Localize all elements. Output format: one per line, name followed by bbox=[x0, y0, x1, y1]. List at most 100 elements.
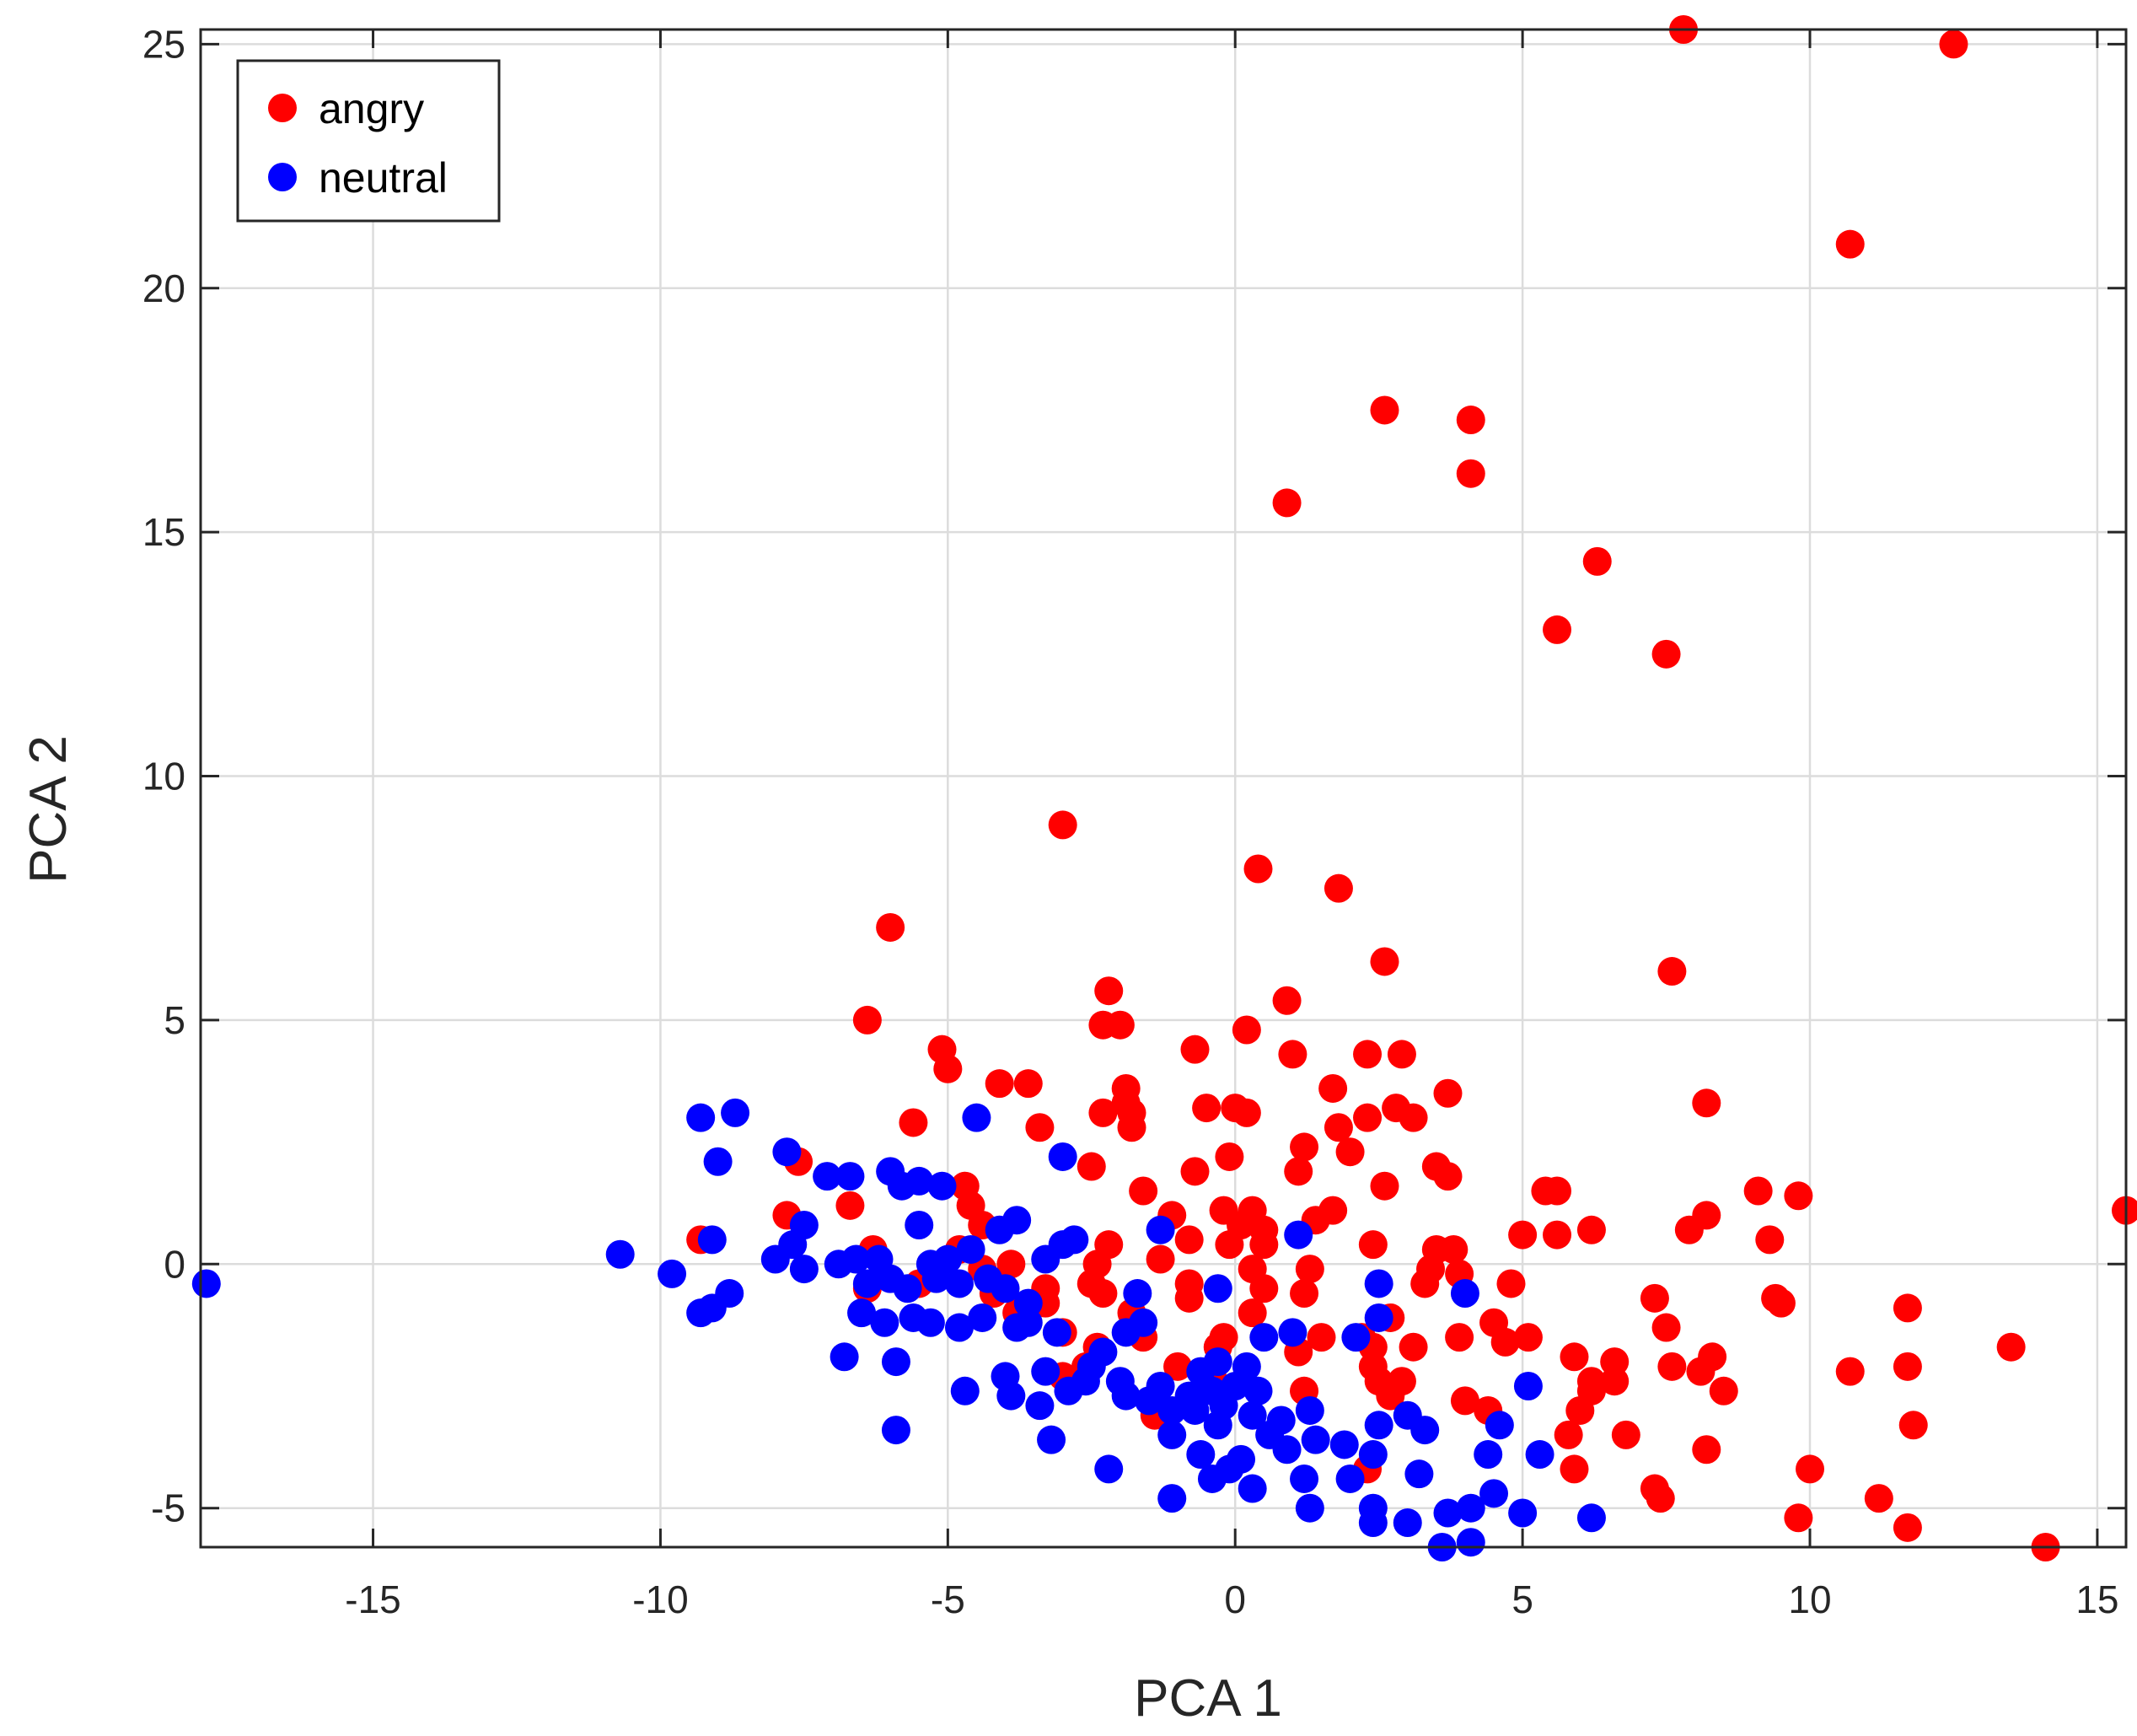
data-point-angry bbox=[2112, 1196, 2137, 1225]
data-point-neutral bbox=[915, 1308, 945, 1337]
data-point-neutral bbox=[697, 1225, 727, 1255]
data-point-angry bbox=[835, 1190, 865, 1220]
y-tick-label: 5 bbox=[164, 998, 185, 1042]
data-point-neutral bbox=[813, 1162, 842, 1191]
data-point-neutral bbox=[1456, 1528, 1485, 1557]
data-point-angry bbox=[1387, 1040, 1416, 1069]
data-point-neutral bbox=[1157, 1484, 1187, 1513]
data-point-angry bbox=[1686, 1357, 1716, 1386]
data-point-angry bbox=[1376, 1381, 1405, 1411]
data-point-neutral bbox=[1450, 1279, 1479, 1309]
data-point-angry bbox=[1324, 1113, 1353, 1142]
data-point-angry bbox=[1077, 1152, 1106, 1181]
data-point-angry bbox=[1996, 1332, 2026, 1362]
data-point-neutral bbox=[760, 1244, 790, 1274]
data-point-neutral bbox=[1025, 1391, 1055, 1421]
data-point-angry bbox=[1651, 1313, 1681, 1342]
data-point-angry bbox=[1180, 1157, 1210, 1186]
data-point-angry bbox=[1358, 1230, 1388, 1260]
data-point-angry bbox=[1353, 1040, 1383, 1069]
x-tick-labels: -15 -10 -5 0 5 10 15 bbox=[345, 1577, 2118, 1621]
data-point-angry bbox=[985, 1069, 1014, 1099]
data-point-angry bbox=[1835, 1357, 1865, 1386]
data-point-neutral bbox=[1215, 1454, 1244, 1484]
data-point-angry bbox=[1238, 1298, 1267, 1328]
data-point-neutral bbox=[905, 1211, 934, 1240]
data-point-angry bbox=[1094, 976, 1124, 1006]
data-point-neutral bbox=[721, 1098, 750, 1127]
data-point-angry bbox=[1174, 1225, 1204, 1255]
data-point-neutral bbox=[605, 1239, 635, 1269]
x-tick-label: -15 bbox=[345, 1577, 400, 1621]
data-point-angry bbox=[1456, 459, 1485, 488]
data-point-neutral bbox=[1576, 1503, 1606, 1533]
data-point-angry bbox=[996, 1250, 1026, 1279]
data-point-neutral bbox=[772, 1137, 802, 1167]
data-point-neutral bbox=[1295, 1395, 1324, 1425]
data-point-angry bbox=[1445, 1323, 1474, 1352]
data-point-angry bbox=[1249, 1230, 1279, 1260]
data-point-neutral bbox=[1203, 1274, 1232, 1303]
data-point-neutral bbox=[1111, 1381, 1141, 1411]
y-tick-label: 20 bbox=[142, 266, 185, 310]
data-point-neutral bbox=[1013, 1308, 1043, 1337]
x-tick-label: 10 bbox=[1788, 1577, 1831, 1621]
data-point-angry bbox=[1129, 1176, 1158, 1206]
data-point-neutral bbox=[1129, 1308, 1158, 1337]
y-tick-label: 25 bbox=[142, 22, 185, 66]
data-point-neutral bbox=[1238, 1474, 1267, 1503]
data-point-neutral bbox=[1485, 1411, 1514, 1440]
y-tick-labels: -5 0 5 10 15 20 25 bbox=[142, 22, 185, 1529]
data-point-neutral bbox=[686, 1103, 716, 1132]
data-point-angry bbox=[1232, 1098, 1261, 1127]
data-point-neutral bbox=[1358, 1508, 1388, 1538]
data-point-angry bbox=[1450, 1386, 1479, 1416]
data-point-angry bbox=[1335, 1137, 1365, 1167]
data-point-angry bbox=[1088, 1098, 1118, 1127]
data-point-angry bbox=[1543, 1176, 1572, 1206]
data-point-angry bbox=[1565, 1395, 1595, 1425]
data-point-neutral bbox=[1060, 1225, 1089, 1255]
data-point-angry bbox=[1284, 1157, 1313, 1186]
data-point-angry bbox=[1755, 1225, 1785, 1255]
data-point-neutral bbox=[1329, 1430, 1359, 1459]
data-point-angry bbox=[899, 1108, 928, 1137]
data-point-angry bbox=[1324, 873, 1353, 903]
x-axis-title: PCA 1 bbox=[1134, 1669, 1282, 1728]
data-point-neutral bbox=[881, 1416, 910, 1445]
data-point-angry bbox=[1898, 1411, 1928, 1440]
data-point-neutral bbox=[1433, 1498, 1463, 1528]
data-point-angry bbox=[1657, 1352, 1687, 1381]
data-point-angry bbox=[1513, 1323, 1543, 1352]
data-point-angry bbox=[1439, 1234, 1469, 1264]
series-neutral bbox=[191, 1098, 1606, 1561]
x-tick-label: 15 bbox=[2075, 1577, 2118, 1621]
data-point-angry bbox=[1048, 810, 1077, 840]
data-point-angry bbox=[1796, 1454, 1825, 1484]
grid-lines bbox=[201, 30, 2126, 1547]
data-point-angry bbox=[1192, 1094, 1222, 1123]
data-point-angry bbox=[1543, 1220, 1572, 1250]
data-point-angry bbox=[1743, 1176, 1773, 1206]
data-point-angry bbox=[1893, 1293, 1922, 1323]
data-point-angry bbox=[1370, 395, 1399, 425]
data-point-neutral bbox=[1094, 1454, 1124, 1484]
data-point-angry bbox=[1433, 1162, 1463, 1191]
data-point-neutral bbox=[962, 1103, 991, 1132]
data-point-neutral bbox=[944, 1313, 974, 1342]
data-point-angry bbox=[933, 1054, 963, 1083]
plot-area-frame bbox=[199, 28, 2128, 1549]
data-point-neutral bbox=[1474, 1440, 1503, 1470]
data-point-neutral bbox=[991, 1274, 1020, 1303]
legend-marker-angry bbox=[268, 94, 297, 122]
data-point-angry bbox=[1784, 1503, 1813, 1533]
data-point-angry bbox=[1784, 1181, 1813, 1211]
data-point-angry bbox=[1013, 1069, 1043, 1099]
data-point-neutral bbox=[789, 1255, 819, 1284]
data-point-angry bbox=[1893, 1352, 1922, 1381]
data-point-angry bbox=[1709, 1376, 1738, 1405]
data-point-angry bbox=[1105, 1010, 1135, 1040]
data-point-angry bbox=[1560, 1342, 1589, 1372]
data-point-angry bbox=[1174, 1283, 1204, 1313]
data-point-neutral bbox=[1508, 1498, 1538, 1528]
